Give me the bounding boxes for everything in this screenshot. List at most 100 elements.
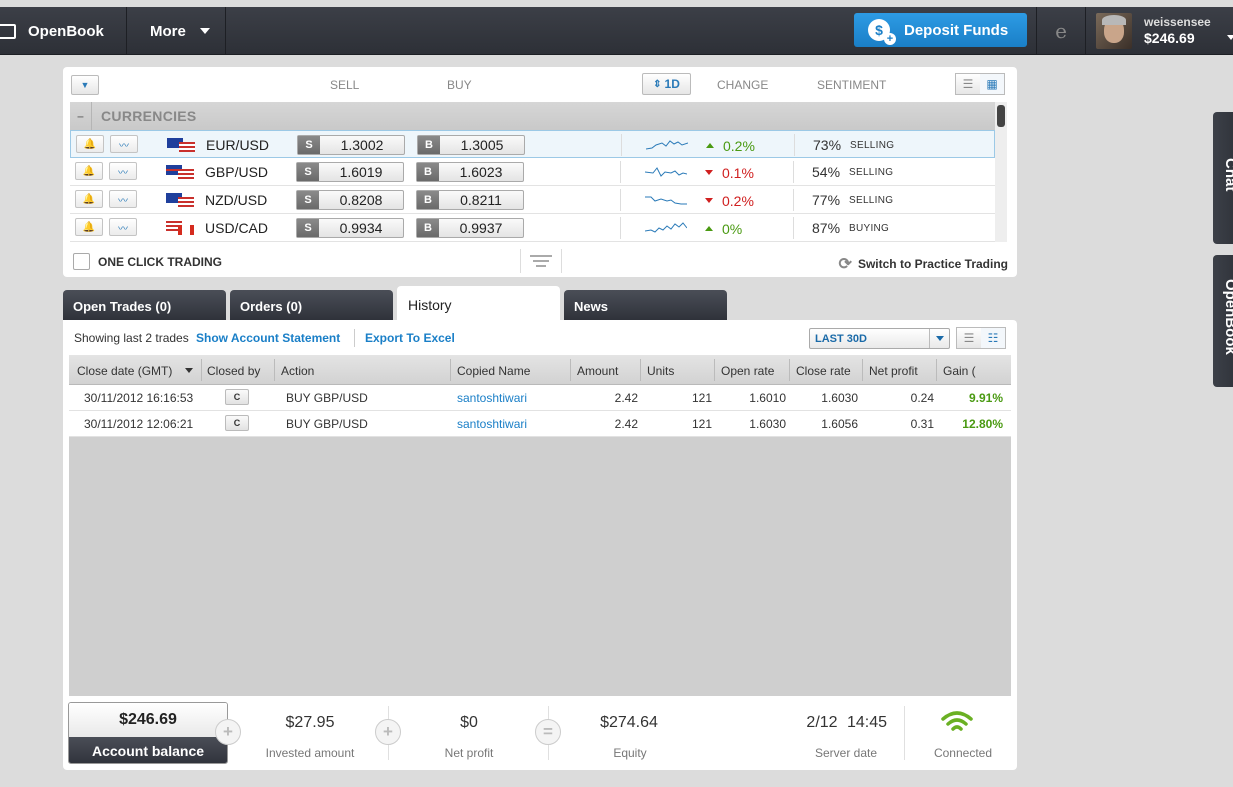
buy-button[interactable]: B 0.9937 [416, 218, 524, 238]
market-row[interactable]: 🔔 〰 USD/CAD S 0.9934 B 0.9937 0% 87% BUYIN… [70, 214, 995, 242]
buy-button[interactable]: B 1.6023 [416, 162, 524, 182]
user-menu[interactable]: weissensee $246.69 [1096, 13, 1211, 49]
etoro-e-icon[interactable]: e [1036, 7, 1086, 55]
scroll-thumb[interactable] [997, 105, 1005, 127]
sell-tag: S [298, 136, 320, 154]
cell-net-profit: 0.24 [910, 391, 934, 405]
one-click-trading-label: ONE CLICK TRADING [98, 255, 222, 269]
filter-button[interactable]: ▼ [71, 75, 99, 95]
chart-icon[interactable]: 〰 [109, 190, 137, 208]
cell-copied-name-link[interactable]: santoshtiwari [457, 417, 528, 431]
list-view-icon[interactable]: ☰ [963, 331, 975, 345]
switch-practice-button[interactable]: ⟳ Switch to Practice Trading [839, 254, 1008, 274]
alert-bell-icon[interactable]: 🔔 [75, 190, 103, 208]
deposit-funds-button[interactable]: $ Deposit Funds [854, 13, 1027, 47]
tab-history[interactable]: History [397, 286, 560, 320]
cell-close-rate: 1.6030 [821, 391, 858, 405]
th-close-date[interactable]: Close date (GMT) [77, 364, 173, 378]
alert-bell-icon[interactable]: 🔔 [76, 135, 104, 153]
account-balance-label: Account balance [69, 737, 227, 763]
cell-gain: 9.91% [968, 391, 1003, 405]
th-open-rate[interactable]: Open rate [721, 364, 775, 378]
th-copied-name[interactable]: Copied Name [457, 364, 531, 378]
th-action[interactable]: Action [281, 364, 315, 378]
market-row[interactable]: 🔔 〰 GBP/USD S 1.6019 B 1.6023 0.1% 54% SEL… [70, 158, 995, 186]
alert-bell-icon[interactable]: 🔔 [75, 218, 103, 236]
user-name: weissensee [1144, 15, 1211, 29]
net-profit-label: Net profit [444, 746, 494, 760]
cell-copied-name-link[interactable]: santoshtiwari [457, 391, 528, 405]
filter-lines-icon[interactable] [520, 249, 562, 273]
chat-side-tab[interactable]: Chat [1213, 112, 1233, 244]
buy-rate: 1.3005 [460, 137, 504, 153]
cell-action: BUY GBP/USD [286, 417, 368, 431]
show-account-statement-link[interactable]: Show Account Statement [196, 331, 341, 345]
sentiment-label: SELLING [849, 195, 894, 206]
market-row[interactable]: 🔔 〰 NZD/USD S 0.8208 B 0.8211 0.2% 77% SEL… [70, 186, 995, 214]
usd-cad-flag-icon [166, 221, 194, 235]
change-text: 0.2% [723, 138, 755, 154]
tab-open-trades[interactable]: Open Trades (0) [63, 290, 226, 320]
top-bar: OpenBook More $ Deposit Funds e weissens… [0, 7, 1233, 55]
th-units[interactable]: Units [647, 364, 675, 378]
change-value: 0.2% [706, 138, 755, 154]
buy-rate: 0.8211 [460, 192, 502, 208]
period-label: 1D [664, 77, 680, 91]
cell-amount: 2.42 [614, 391, 638, 405]
sentiment-percent: 77% [812, 192, 841, 208]
collapse-icon[interactable]: – [70, 102, 92, 130]
chart-icon[interactable]: 〰 [109, 218, 137, 236]
tab-orders[interactable]: Orders (0) [230, 290, 393, 320]
th-close-rate[interactable]: Close rate [796, 364, 851, 378]
buy-tag: B [417, 163, 439, 181]
grid-view-icon[interactable]: ▦ [980, 74, 1004, 94]
openbook-side-tab[interactable]: OpenBook [1213, 255, 1233, 387]
cell-units: 121 [691, 417, 712, 431]
change-value: 0.1% [705, 165, 754, 181]
detail-view-icon[interactable]: ☷ [981, 328, 1005, 348]
openbook-label: OpenBook [28, 22, 104, 40]
th-closed-by[interactable]: Closed by [207, 364, 261, 378]
period-1d-button[interactable]: ⇕ 1D [642, 73, 691, 95]
sell-button[interactable]: S 0.9934 [296, 218, 404, 238]
deposit-dollar-icon: $ [868, 19, 896, 45]
openbook-logo[interactable]: OpenBook [0, 7, 127, 55]
th-amount[interactable]: Amount [577, 364, 619, 378]
sort-desc-icon[interactable] [185, 368, 193, 373]
cell-units: 121 [691, 391, 712, 405]
list-view-icon[interactable]: ☰ [962, 77, 974, 91]
period-select[interactable]: LAST 30D [809, 328, 950, 349]
currencies-group-header[interactable]: – CURRENCIES [70, 102, 995, 130]
table-row[interactable]: 30/11/2012 16:16:53 C BUY GBP/USD santos… [69, 385, 1011, 411]
cell-open-rate: 1.6030 [749, 417, 786, 431]
sell-button[interactable]: S 0.8208 [296, 190, 404, 210]
closed-by-badge: C [225, 415, 249, 431]
alert-bell-icon[interactable]: 🔔 [75, 162, 103, 180]
user-chevron-down-icon[interactable] [1227, 35, 1233, 40]
buy-button[interactable]: B 0.8211 [416, 190, 524, 210]
sell-button[interactable]: S 1.3002 [297, 135, 405, 155]
up-arrow-icon [705, 225, 713, 231]
funnel-icon: ▼ [80, 80, 90, 90]
export-excel-link[interactable]: Export To Excel [365, 331, 455, 345]
pair-name: GBP/USD [205, 164, 269, 180]
buy-button[interactable]: B 1.3005 [417, 135, 525, 155]
nzd-usd-flag-icon [166, 193, 194, 207]
sell-button[interactable]: S 1.6019 [296, 162, 404, 182]
table-row[interactable]: 30/11/2012 12:06:21 C BUY GBP/USD santos… [69, 411, 1011, 437]
market-row[interactable]: 🔔 〰 EUR/USD S 1.3002 B 1.3005 0.2% 73% SEL… [70, 130, 995, 158]
more-menu-button[interactable]: More [128, 7, 226, 55]
th-net-profit[interactable]: Net profit [869, 364, 918, 378]
down-arrow-icon [705, 169, 713, 175]
one-click-trading-checkbox[interactable] [73, 253, 90, 270]
tab-news[interactable]: News [564, 290, 727, 320]
gbp-usd-flag-icon [166, 165, 194, 179]
chart-icon[interactable]: 〰 [110, 135, 138, 153]
equity-label: Equity [613, 746, 647, 760]
th-gain[interactable]: Gain ( [943, 364, 976, 378]
chart-icon[interactable]: 〰 [109, 162, 137, 180]
sell-tag: S [297, 191, 319, 209]
account-balance-box[interactable]: $246.69 Account balance [68, 702, 228, 764]
markets-scrollbar[interactable] [995, 102, 1007, 242]
col-change: CHANGE [717, 78, 769, 92]
